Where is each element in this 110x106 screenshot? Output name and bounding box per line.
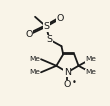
Text: O: O bbox=[25, 30, 33, 39]
Text: S: S bbox=[47, 35, 53, 44]
Text: Me: Me bbox=[85, 56, 96, 62]
Text: Me: Me bbox=[29, 69, 40, 75]
Text: O: O bbox=[57, 14, 64, 23]
Text: N: N bbox=[64, 68, 71, 77]
Text: •: • bbox=[71, 78, 76, 87]
Text: Me: Me bbox=[29, 56, 40, 62]
Text: Me: Me bbox=[85, 69, 96, 75]
Text: O: O bbox=[64, 80, 71, 89]
Text: S: S bbox=[43, 22, 49, 31]
